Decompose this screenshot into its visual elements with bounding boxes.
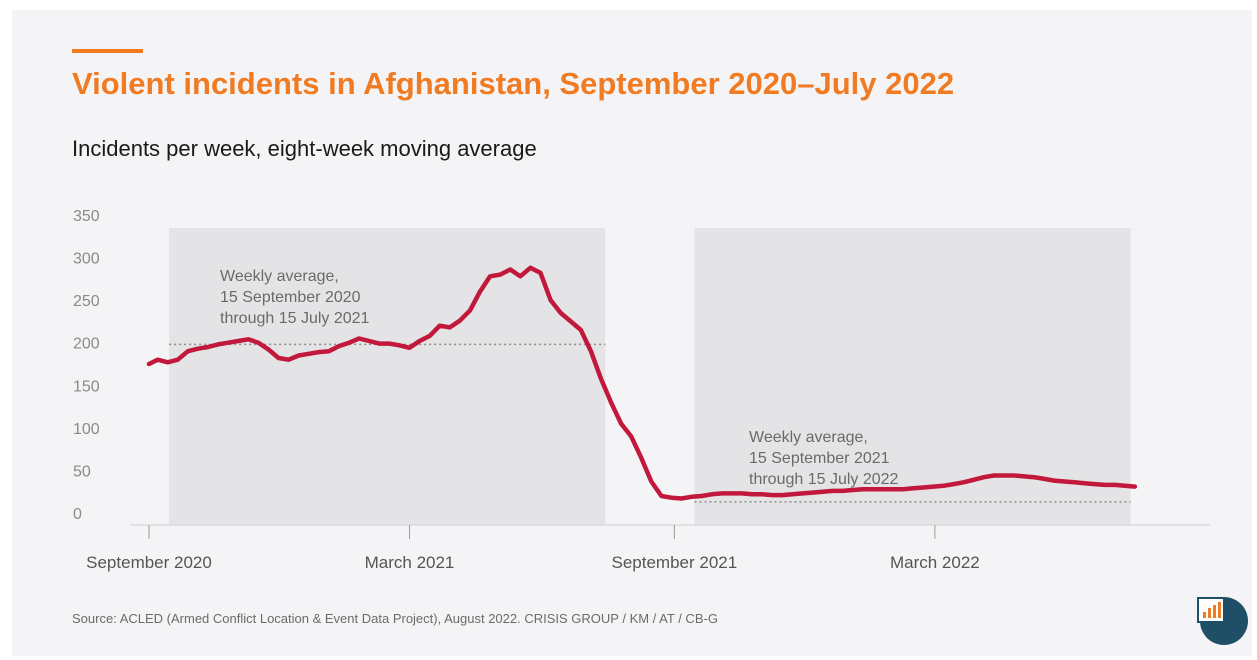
source-note: Source: ACLED (Armed Conflict Location &… bbox=[72, 611, 718, 626]
x-tick-label: September 2020 bbox=[86, 553, 212, 572]
reference-annotation-1: 15 September 2020 bbox=[220, 289, 361, 306]
incidents-series-line bbox=[146, 265, 1138, 501]
x-tick-label: September 2021 bbox=[611, 553, 737, 572]
chart-subtitle: Incidents per week, eight-week moving av… bbox=[72, 136, 537, 161]
y-tick-label: 150 bbox=[73, 378, 100, 395]
y-tick-label: 300 bbox=[73, 251, 100, 268]
y-tick-label: 50 bbox=[73, 463, 91, 480]
reference-annotation-1: through 15 July 2021 bbox=[220, 310, 370, 327]
reference-annotation-2: through 15 July 2022 bbox=[749, 471, 899, 488]
y-tick-label: 200 bbox=[73, 336, 100, 353]
y-tick-label: 350 bbox=[73, 208, 100, 225]
chart-title: Violent incidents in Afghanistan, Septem… bbox=[72, 66, 955, 101]
shaded-period-2 bbox=[694, 228, 1131, 525]
title-accent-bar bbox=[72, 49, 143, 53]
y-tick-label: 100 bbox=[73, 421, 100, 438]
reference-annotation-2: Weekly average, bbox=[749, 429, 868, 446]
y-tick-label: 0 bbox=[73, 506, 82, 523]
shaded-period-1 bbox=[169, 228, 606, 525]
x-tick-label: March 2021 bbox=[365, 553, 455, 572]
reference-annotation-1: Weekly average, bbox=[220, 268, 339, 285]
y-tick-label: 250 bbox=[73, 293, 100, 310]
reference-annotation-2: 15 September 2021 bbox=[749, 450, 890, 467]
x-tick-label: March 2022 bbox=[890, 553, 980, 572]
crisis-group-logo-icon bbox=[1197, 597, 1248, 645]
